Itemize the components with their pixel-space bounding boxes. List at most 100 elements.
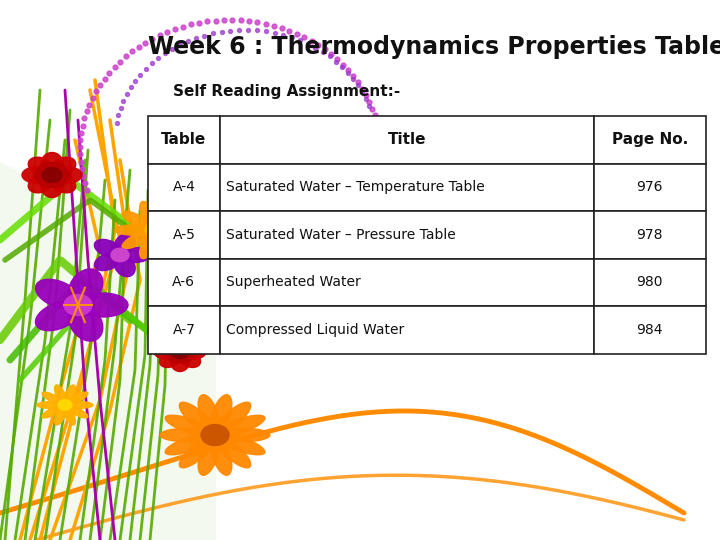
Circle shape: [232, 299, 248, 311]
Point: [225, 26, 236, 35]
Ellipse shape: [115, 225, 155, 235]
Bar: [148, 164, 220, 211]
Point: [332, 55, 343, 64]
Point: [74, 150, 86, 159]
Bar: [594, 306, 706, 354]
Point: [154, 31, 166, 39]
Circle shape: [201, 424, 229, 445]
Ellipse shape: [212, 304, 240, 318]
Text: 976: 976: [636, 180, 663, 194]
Ellipse shape: [159, 350, 182, 367]
Point: [185, 20, 197, 29]
Circle shape: [58, 400, 72, 410]
Bar: [594, 211, 706, 259]
Ellipse shape: [39, 174, 55, 187]
Ellipse shape: [42, 404, 66, 418]
Point: [371, 118, 382, 127]
Ellipse shape: [155, 211, 188, 231]
Ellipse shape: [155, 229, 188, 248]
Text: Title: Title: [388, 132, 426, 147]
Ellipse shape: [240, 304, 268, 318]
Point: [310, 43, 321, 52]
Point: [193, 18, 204, 27]
Bar: [148, 259, 220, 306]
Point: [216, 28, 228, 36]
Point: [277, 31, 289, 39]
Point: [252, 18, 264, 26]
Point: [372, 125, 384, 134]
Ellipse shape: [63, 385, 76, 405]
Point: [366, 104, 378, 113]
Point: [190, 34, 202, 43]
Ellipse shape: [171, 352, 189, 372]
Ellipse shape: [179, 402, 217, 436]
Ellipse shape: [39, 163, 55, 176]
Ellipse shape: [178, 350, 201, 367]
Point: [276, 24, 287, 32]
Bar: [594, 259, 706, 306]
Ellipse shape: [41, 152, 63, 175]
Point: [356, 87, 368, 96]
Ellipse shape: [240, 301, 272, 309]
Ellipse shape: [78, 293, 128, 317]
Ellipse shape: [65, 404, 88, 418]
Ellipse shape: [208, 301, 240, 309]
Ellipse shape: [239, 284, 257, 305]
Point: [182, 37, 194, 45]
Ellipse shape: [215, 428, 270, 442]
Point: [81, 186, 93, 194]
Ellipse shape: [223, 284, 241, 305]
Text: A-5: A-5: [172, 228, 195, 242]
Point: [111, 118, 122, 127]
Point: [121, 90, 132, 98]
Circle shape: [42, 167, 62, 183]
Bar: [220, 306, 594, 354]
Ellipse shape: [210, 435, 232, 475]
Point: [306, 37, 318, 45]
Point: [292, 29, 303, 38]
Point: [202, 17, 213, 26]
Point: [127, 47, 138, 56]
Point: [81, 107, 92, 116]
Point: [342, 69, 354, 77]
Ellipse shape: [165, 415, 215, 437]
Ellipse shape: [178, 336, 201, 354]
Point: [302, 39, 313, 48]
Polygon shape: [0, 162, 216, 540]
Bar: [220, 259, 594, 306]
Point: [268, 21, 279, 30]
Point: [210, 16, 222, 25]
Circle shape: [145, 222, 165, 238]
Ellipse shape: [34, 169, 52, 181]
Ellipse shape: [50, 173, 76, 193]
Point: [360, 91, 372, 99]
Point: [77, 122, 89, 130]
Ellipse shape: [122, 211, 156, 231]
Point: [352, 81, 364, 90]
Ellipse shape: [152, 230, 170, 259]
Point: [114, 57, 126, 66]
Ellipse shape: [22, 167, 52, 183]
Text: Week 6 : Thermodynamics Properties Tables: Week 6 : Thermodynamics Properties Table…: [148, 35, 720, 59]
Text: Self Reading Assignment:-: Self Reading Assignment:-: [173, 84, 400, 99]
Ellipse shape: [41, 175, 63, 198]
Point: [243, 26, 254, 35]
Ellipse shape: [120, 247, 150, 262]
Point: [125, 83, 137, 92]
Point: [360, 94, 372, 103]
Point: [75, 158, 86, 166]
Point: [260, 27, 271, 36]
Point: [114, 104, 126, 112]
Point: [159, 49, 171, 57]
Circle shape: [171, 345, 189, 359]
Text: A-6: A-6: [172, 275, 195, 289]
Ellipse shape: [168, 341, 184, 353]
Point: [251, 26, 263, 35]
Ellipse shape: [140, 201, 158, 230]
Point: [87, 93, 99, 102]
Point: [75, 136, 86, 144]
Ellipse shape: [94, 239, 122, 258]
Ellipse shape: [214, 402, 251, 436]
Ellipse shape: [179, 435, 217, 468]
Point: [324, 52, 336, 61]
